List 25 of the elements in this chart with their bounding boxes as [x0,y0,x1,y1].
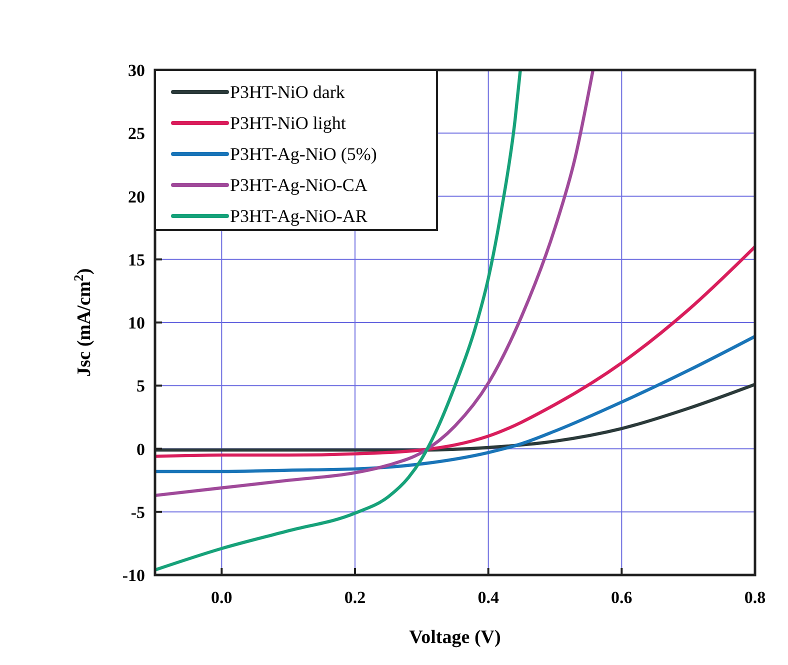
x-axis-title: Voltage (V) [409,627,501,648]
line-series [155,245,755,458]
line-series [155,382,755,452]
legend-label: P3HT-Ag-NiO (5%) [230,144,377,164]
y-tick-label: -5 [130,502,145,522]
line-series [155,70,522,572]
x-tick-label: 0.8 [744,588,766,607]
y-tick-label: 20 [128,187,145,206]
legend-label: P3HT-Ag-NiO-AR [230,206,368,226]
legend-label: P3HT-NiO dark [230,82,345,102]
y-tick-label: -10 [122,566,145,585]
x-tick-label: 0.2 [344,588,366,607]
legend-label: P3HT-NiO light [230,113,346,133]
y-tick-label: 10 [128,314,145,332]
y-tick-label: 5 [136,376,145,396]
line-series [155,334,755,474]
x-tick-label: 0.0 [211,588,232,607]
y-tick-label: 30 [128,61,145,80]
x-tick-label: 0.6 [611,588,632,607]
x-tick-label: 0.4 [478,588,500,607]
y-tick-label: 15 [128,250,145,270]
y-tick-label: 25 [128,124,145,144]
line-series [155,70,595,498]
y-tick-label: 0 [136,440,145,459]
legend-label: P3HT-Ag-NiO-CA [230,175,368,195]
